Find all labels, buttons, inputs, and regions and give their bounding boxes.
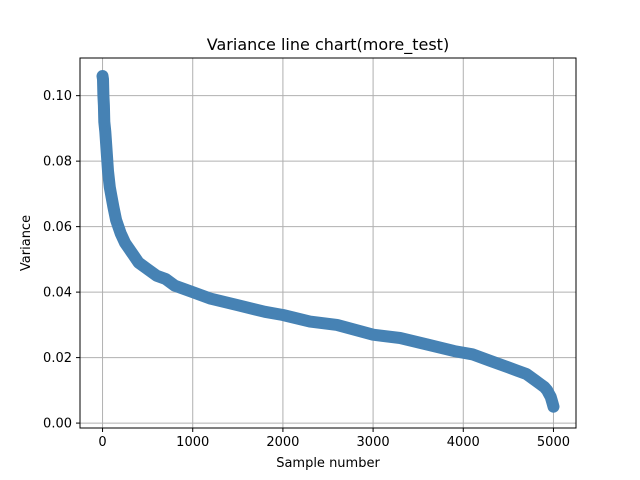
data-point	[101, 139, 112, 150]
data-point	[485, 355, 496, 366]
data-point	[548, 401, 559, 412]
data-point	[512, 365, 523, 376]
x-tick-label: 0	[98, 435, 106, 450]
plot-frame	[79, 57, 577, 429]
data-point	[98, 100, 109, 111]
data-point	[187, 287, 198, 298]
data-point	[521, 368, 532, 379]
data-point	[332, 319, 343, 330]
data-point	[106, 192, 117, 203]
data-point	[97, 74, 108, 85]
data-point	[142, 264, 153, 275]
data-point	[259, 306, 270, 317]
y-tick-label: 0.08	[43, 155, 72, 170]
chart-title: Variance line chart(more_test)	[207, 35, 449, 55]
data-point	[104, 182, 115, 193]
y-tick-label: 0.04	[43, 286, 72, 301]
y-tick-label: 0.06	[43, 220, 72, 235]
tick-layer: 0 1000 2000 3000 4000 5000 0.00 0.02 0.04 0.06 0.0…	[43, 89, 570, 450]
data-point	[160, 274, 171, 285]
data-point	[304, 316, 315, 327]
data-point	[277, 310, 288, 321]
y-tick-label: 0.02	[43, 351, 72, 366]
x-tick-label: 3000	[357, 435, 390, 450]
data-point	[368, 329, 379, 340]
data-point	[422, 339, 433, 350]
data-point	[232, 300, 243, 311]
data-point	[102, 152, 113, 163]
data-point	[151, 270, 162, 281]
data-point	[100, 126, 111, 137]
data-point	[115, 228, 126, 239]
data-point	[395, 332, 406, 343]
x-tick-label: 2000	[266, 435, 299, 450]
data-point	[449, 346, 460, 357]
x-axis-label: Sample number	[276, 456, 380, 471]
x-tick-label: 5000	[537, 435, 570, 450]
data-point	[467, 349, 478, 360]
data-point	[102, 165, 113, 176]
data-point	[98, 90, 109, 101]
series-layer	[96, 70, 560, 413]
data-point	[503, 362, 514, 373]
data-point	[124, 244, 135, 255]
data-point	[108, 201, 119, 212]
data-point	[205, 293, 216, 304]
y-tick-label: 0.00	[43, 417, 72, 432]
data-point	[169, 280, 180, 291]
grid-layer	[80, 58, 576, 428]
data-point	[99, 116, 110, 127]
y-axis-label: Variance	[19, 215, 34, 271]
x-tick-label: 4000	[447, 435, 480, 450]
x-tick-label: 1000	[176, 435, 209, 450]
data-point	[133, 257, 144, 268]
y-tick-label: 0.10	[43, 89, 72, 104]
data-point	[111, 215, 122, 226]
